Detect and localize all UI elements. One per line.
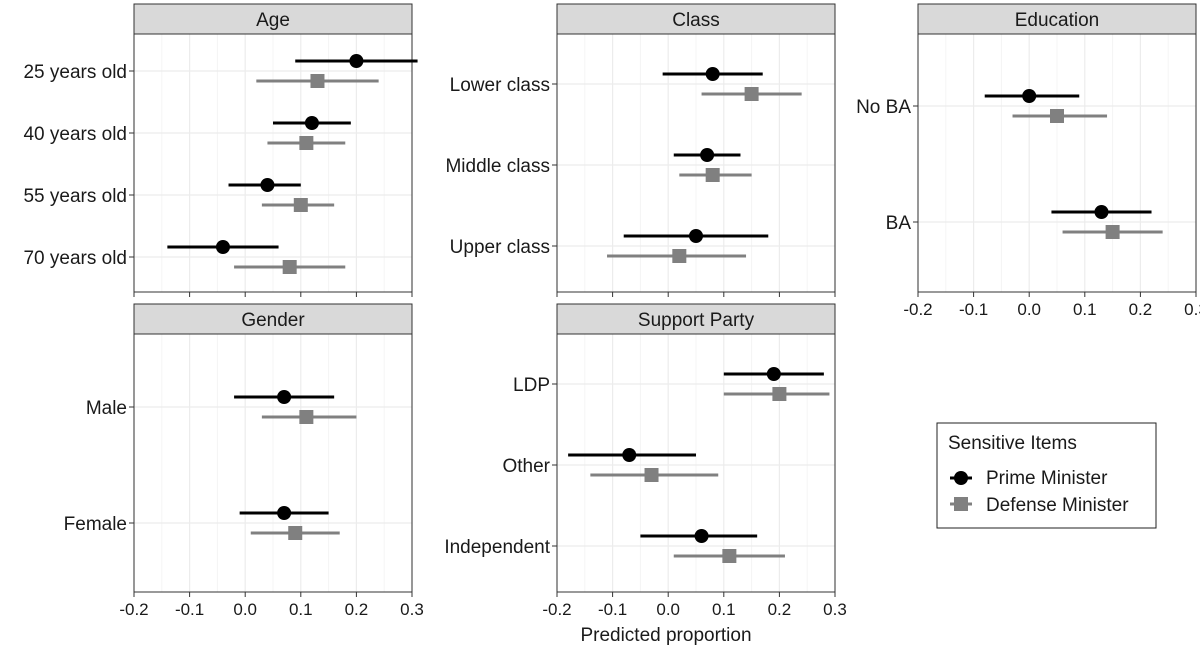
x-axis-label: Predicted proportion xyxy=(580,625,751,646)
point-prime-minister xyxy=(689,229,703,243)
point-defense-minister xyxy=(299,410,314,424)
panel-title: Support Party xyxy=(638,310,755,331)
x-tick-label: 0.1 xyxy=(289,600,313,619)
x-tick-label: 0.1 xyxy=(1073,300,1097,319)
point-defense-minister xyxy=(1105,225,1120,239)
point-prime-minister xyxy=(694,529,709,543)
point-defense-minister xyxy=(744,87,759,101)
category-label: Middle class xyxy=(445,156,550,177)
legend-title: Sensitive Items xyxy=(948,433,1077,454)
category-label: Upper class xyxy=(450,237,550,258)
point-defense-minister xyxy=(282,260,297,274)
category-label: BA xyxy=(886,213,912,234)
x-tick-label: 0.3 xyxy=(823,600,847,619)
point-prime-minister xyxy=(700,148,715,162)
point-prime-minister xyxy=(304,116,319,130)
category-label: 25 years old xyxy=(23,62,127,83)
category-label: Independent xyxy=(444,537,550,558)
panel-strip xyxy=(917,3,1197,35)
panel-strip xyxy=(133,303,413,335)
point-defense-minister xyxy=(722,549,737,563)
point-defense-minister xyxy=(1050,109,1064,123)
x-tick-label: 0.3 xyxy=(1184,300,1200,319)
category-label: Female xyxy=(64,514,127,535)
x-tick-label: -0.1 xyxy=(959,300,988,319)
point-defense-minister xyxy=(299,136,314,150)
x-tick-label: -0.2 xyxy=(542,600,571,619)
x-tick-label: -0.1 xyxy=(598,600,627,619)
point-defense-minister xyxy=(644,468,659,482)
panel-gender: Gender Male Female -0.2 -0.1 0.0 0.1 0.2 0.3 xyxy=(64,303,424,619)
panel-support-party: Support Party LDP Other Independent -0.2 -0.1… xyxy=(444,303,847,619)
x-tick-label: 0.1 xyxy=(712,600,736,619)
legend: Sensitive Items Prime Minister Defense M… xyxy=(936,422,1157,529)
legend-label-prime-minister: Prime Minister xyxy=(986,468,1108,489)
point-prime-minister xyxy=(1094,205,1109,219)
panel-strip xyxy=(556,3,836,35)
legend-label-defense-minister: Defense Minister xyxy=(986,495,1129,516)
panel-title: Gender xyxy=(241,310,305,331)
point-prime-minister xyxy=(766,367,781,381)
panel-title: Age xyxy=(256,10,290,31)
point-prime-minister xyxy=(277,506,292,520)
legend-box xyxy=(936,422,1157,529)
panel-border xyxy=(133,333,413,593)
category-label: Male xyxy=(86,398,127,419)
panel-class: Class Lower class Middle class Upper class xyxy=(445,3,836,297)
category-label: 55 years old xyxy=(23,186,127,207)
panel-border xyxy=(556,33,836,293)
panel-title: Class xyxy=(672,10,720,31)
x-tick-label: 0.0 xyxy=(656,600,680,619)
point-prime-minister xyxy=(622,448,637,462)
category-label: 70 years old xyxy=(23,248,127,269)
panel-border xyxy=(556,333,836,593)
point-prime-minister xyxy=(705,67,720,81)
x-tick-label: -0.2 xyxy=(903,300,932,319)
panels-layer: Age 25 years old 40 years old 55 years old 7… xyxy=(23,3,1200,619)
x-tick-label: -0.1 xyxy=(175,600,204,619)
x-tick-label: 0.2 xyxy=(768,600,792,619)
point-defense-minister xyxy=(705,168,720,182)
x-tick-label: -0.2 xyxy=(119,600,148,619)
category-label: Lower class xyxy=(450,75,550,96)
point-prime-minister xyxy=(349,54,364,68)
category-label: LDP xyxy=(513,375,550,396)
point-prime-minister xyxy=(277,390,292,404)
point-defense-minister xyxy=(772,387,787,401)
panel-strip xyxy=(133,3,413,35)
panel-age: Age 25 years old 40 years old 55 years old 7… xyxy=(23,3,418,297)
point-defense-minister xyxy=(288,526,303,540)
panel-title: Education xyxy=(1015,10,1100,31)
point-prime-minister xyxy=(215,240,230,254)
x-tick-label: 0.0 xyxy=(233,600,257,619)
point-defense-minister xyxy=(293,198,308,212)
panel-border xyxy=(917,33,1197,293)
point-defense-minister xyxy=(672,249,687,263)
panel-border xyxy=(133,33,413,293)
point-prime-minister xyxy=(260,178,275,192)
point-defense-minister xyxy=(310,74,325,88)
x-tick-label: 0.2 xyxy=(1129,300,1153,319)
x-tick-label: 0.2 xyxy=(345,600,369,619)
category-label: No BA xyxy=(856,97,911,118)
x-tick-label: 0.3 xyxy=(400,600,424,619)
category-label: 40 years old xyxy=(23,124,127,145)
x-tick-label: 0.0 xyxy=(1017,300,1041,319)
panel-education: Education No BA BA -0.2 -0.1 0.0 0.1 0.2 0.3 xyxy=(856,3,1200,319)
category-label: Other xyxy=(502,456,550,477)
point-prime-minister xyxy=(1022,89,1037,103)
